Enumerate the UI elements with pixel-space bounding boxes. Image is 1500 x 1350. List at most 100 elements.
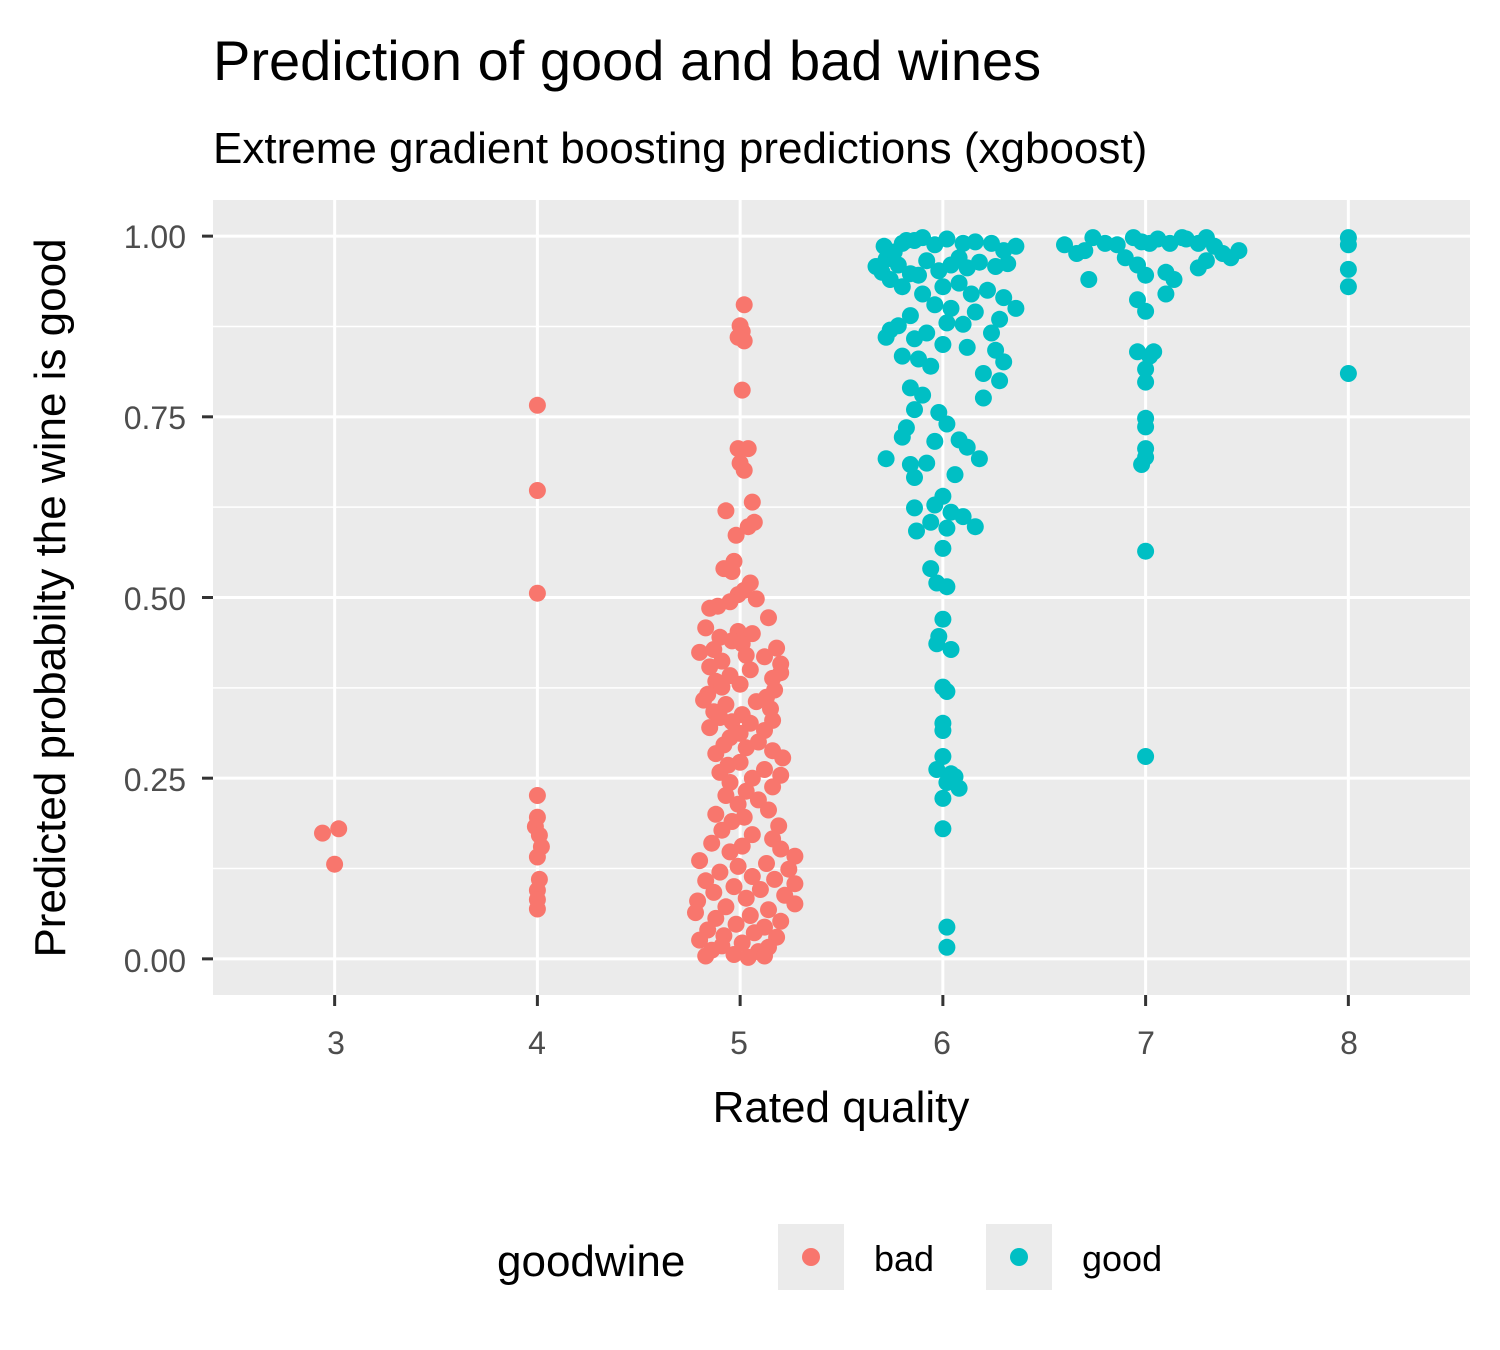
data-point-bad	[756, 947, 773, 965]
data-point-good	[950, 779, 968, 797]
data-point-good	[901, 456, 919, 473]
data-point-good	[926, 296, 944, 314]
data-point-bad	[764, 778, 782, 796]
data-point-good	[934, 610, 952, 628]
data-point-good	[906, 499, 923, 517]
data-point-bad	[528, 584, 546, 602]
data-point-good	[954, 315, 972, 333]
x-tick-label: 3	[327, 1025, 345, 1061]
data-point-bad	[727, 526, 745, 544]
data-point-bad	[725, 878, 743, 896]
data-point-bad	[707, 805, 725, 823]
legend: goodwine bad good	[497, 1224, 1162, 1290]
data-point-bad	[735, 461, 753, 479]
data-point-good	[1137, 302, 1155, 320]
data-point-good	[1137, 373, 1155, 391]
data-point-good	[1339, 278, 1357, 296]
data-point-good	[934, 789, 952, 807]
data-point-bad	[713, 821, 731, 839]
y-tick-label: 1.00	[124, 219, 186, 255]
data-point-bad	[760, 901, 777, 919]
data-point-bad	[711, 863, 729, 881]
data-point-good	[954, 508, 972, 526]
data-point-good	[1339, 260, 1357, 278]
data-point-good	[926, 432, 944, 450]
data-point-good	[901, 307, 919, 325]
data-point-bad	[330, 820, 348, 838]
data-point-good	[999, 255, 1017, 273]
data-point-bad	[772, 912, 790, 930]
data-point-bad	[747, 590, 765, 608]
data-point-good	[1007, 299, 1025, 317]
data-point-good	[938, 519, 956, 537]
data-point-good	[1056, 236, 1073, 254]
data-point-bad	[707, 745, 725, 763]
data-point-bad	[743, 868, 761, 885]
data-point-good	[974, 389, 992, 407]
legend-marker-bad	[802, 1248, 820, 1266]
chart-subtitle: Extreme gradient boosting predictions (x…	[213, 124, 1147, 173]
data-point-good	[1145, 343, 1163, 361]
legend-marker-good	[1010, 1248, 1028, 1266]
data-point-good	[1157, 285, 1175, 303]
data-point-good	[958, 438, 976, 456]
data-point-bad	[733, 381, 751, 399]
data-point-bad	[713, 678, 731, 696]
data-point-good	[877, 328, 895, 346]
data-point-good	[966, 518, 984, 536]
data-point-bad	[701, 719, 719, 737]
chart-title: Prediction of good and bad wines	[213, 29, 1041, 92]
data-point-good	[979, 281, 996, 299]
x-tick-label: 6	[933, 1025, 951, 1061]
data-point-good	[991, 310, 1009, 328]
axis-ticks	[202, 234, 1350, 1006]
data-point-bad	[725, 946, 743, 963]
data-points	[314, 229, 1357, 966]
legend-title: goodwine	[497, 1237, 685, 1286]
data-point-bad	[697, 619, 715, 637]
data-point-bad	[701, 599, 719, 617]
data-point-bad	[760, 801, 777, 819]
data-point-bad	[314, 824, 331, 842]
data-point-bad	[747, 693, 765, 711]
data-point-good	[1133, 456, 1151, 473]
data-point-good	[1165, 271, 1183, 288]
data-point-bad	[786, 847, 804, 865]
y-tick-label: 0.00	[124, 943, 186, 979]
data-point-good	[966, 233, 984, 251]
x-tick-labels: 3 4 5 6 7 8	[327, 1025, 1358, 1061]
data-point-bad	[717, 898, 735, 916]
data-point-bad	[756, 648, 773, 666]
data-point-bad	[701, 658, 719, 676]
data-point-good	[1108, 236, 1126, 254]
data-point-bad	[739, 948, 757, 966]
data-point-good	[893, 428, 911, 446]
data-point-good	[962, 285, 980, 303]
data-point-good	[893, 347, 911, 365]
data-point-good	[926, 496, 944, 514]
data-point-bad	[528, 396, 546, 414]
data-point-good	[877, 450, 895, 468]
data-point-good	[934, 722, 952, 739]
legend-label-bad: bad	[874, 1238, 934, 1279]
data-point-good	[1137, 542, 1155, 560]
x-tick-label: 5	[730, 1025, 748, 1061]
data-point-good	[918, 252, 936, 270]
data-point-bad	[770, 817, 788, 835]
data-point-good	[922, 357, 940, 375]
data-point-bad	[745, 924, 763, 942]
data-point-good	[914, 386, 932, 404]
data-point-good	[906, 469, 923, 486]
data-point-bad	[772, 840, 790, 858]
data-point-good	[928, 761, 946, 778]
data-point-bad	[703, 834, 721, 852]
data-point-bad	[729, 857, 747, 875]
data-point-bad	[326, 855, 344, 873]
data-point-bad	[743, 493, 761, 511]
data-point-bad	[758, 855, 775, 872]
data-point-good	[906, 330, 923, 348]
data-point-good	[995, 353, 1013, 371]
data-point-good	[938, 918, 956, 936]
data-point-good	[938, 230, 956, 248]
